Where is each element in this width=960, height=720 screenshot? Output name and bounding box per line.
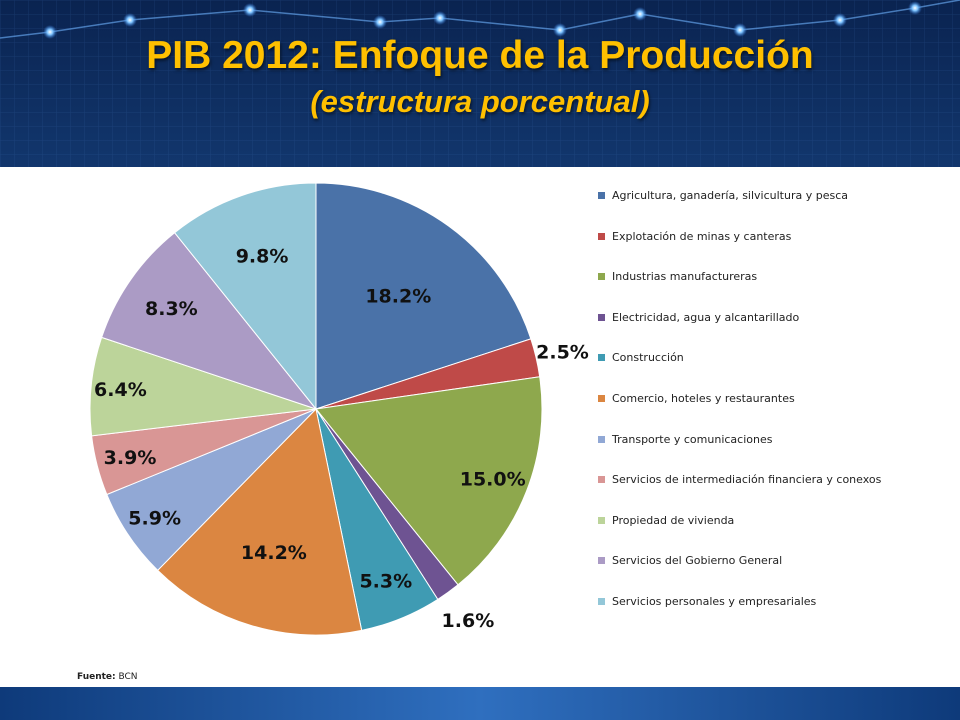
source-value: BCN	[118, 672, 138, 682]
slice-label-9: 6.4%	[94, 379, 147, 401]
pie-slice-3	[315, 376, 543, 586]
slice-label-7: 5.9%	[128, 507, 181, 529]
legend-label-10: Servicios del Gobierno General	[612, 554, 783, 568]
slice-label-11: 9.8%	[236, 245, 289, 267]
legend-swatch-6	[598, 395, 605, 402]
legend-swatch-7	[598, 435, 605, 443]
legend-label-11: Servicios personales y empresariales	[612, 595, 817, 608]
legend-swatch-8	[598, 476, 605, 484]
legend-label-2: Explotación de minas y canteras	[612, 229, 792, 243]
legend-item-3: Industrias manufactureras	[598, 268, 898, 285]
pie-slice-1	[315, 182, 532, 410]
legend-item-8: Servicios de intermediación financiera y…	[598, 471, 898, 488]
legend-label-4: Electricidad, agua y alcantarillado	[612, 310, 800, 324]
slice-label-2: 2.5%	[536, 341, 589, 363]
legend-item-9: Propiedad de vivienda	[598, 512, 898, 529]
slice-label-1: 18.2%	[365, 286, 431, 308]
legend-label-8: Servicios de intermediación financiera y…	[612, 473, 882, 487]
network-line	[0, 0, 960, 39]
slide-title: PIB 2012: Enfoque de la Producción	[146, 34, 814, 77]
slice-label-4: 1.6%	[442, 610, 495, 632]
legend-label-7: Transporte y comunicaciones	[612, 432, 773, 446]
slice-label-10: 8.3%	[145, 298, 198, 320]
legend-swatch-2	[598, 232, 605, 240]
slice-label-8: 3.9%	[104, 447, 157, 469]
legend-swatch-3	[598, 273, 605, 281]
legend-swatch-11	[598, 598, 605, 605]
legend-label-1: Agricultura, ganadería, silvicultura y p…	[612, 189, 849, 202]
network-dots	[43, 1, 922, 39]
pie-slice-6	[157, 407, 363, 636]
pie-slice-11	[173, 182, 317, 411]
legend-swatch-4	[598, 313, 605, 321]
source-note: Fuente: BCN	[77, 672, 138, 682]
legend-item-5: Construcción	[598, 349, 898, 366]
legend-label-5: Construcción	[612, 351, 684, 365]
legend-item-7: Transporte y comunicaciones	[598, 431, 898, 448]
legend-item-1: Agricultura, ganadería, silvicultura y p…	[598, 187, 898, 204]
slice-label-5: 5.3%	[359, 571, 412, 593]
title-block: PIB 2012: Enfoque de la Producción (estr…	[0, 30, 960, 122]
legend-label-9: Propiedad de vivienda	[612, 513, 735, 527]
legend-label-6: Comercio, hoteles y restaurantes	[612, 392, 795, 405]
pie-chart: 18.2% 2.5% 15.0% 1.6% 5.3% 14.2% 5.9% 3.9% 6.4% 8…	[89, 182, 589, 636]
legend-item-4: Electricidad, agua y alcantarillado	[598, 309, 898, 326]
legend-swatch-9	[598, 516, 605, 524]
pie-slice-10	[101, 231, 318, 411]
legend-label-3: Industrias manufactureras	[612, 270, 758, 284]
legend-swatch-10	[598, 557, 605, 565]
source-label: Fuente:	[77, 672, 116, 682]
legend-item-11: Servicios personales y empresariales	[598, 593, 898, 610]
slice-label-3: 15.0%	[460, 468, 526, 490]
legend-item-10: Servicios del Gobierno General	[598, 552, 898, 569]
legend-item-6: Comercio, hoteles y restaurantes	[598, 390, 898, 407]
slide-subtitle: (estructura porcentual)	[310, 84, 650, 119]
legend-swatch-5	[598, 354, 605, 362]
chart-panel: 18.2% 2.5% 15.0% 1.6% 5.3% 14.2% 5.9% 3.9% 6.4% 8…	[0, 167, 960, 687]
legend-swatch-1	[598, 192, 605, 199]
legend-item-2: Explotación de minas y canteras	[598, 228, 898, 245]
slice-label-6: 14.2%	[241, 542, 307, 564]
